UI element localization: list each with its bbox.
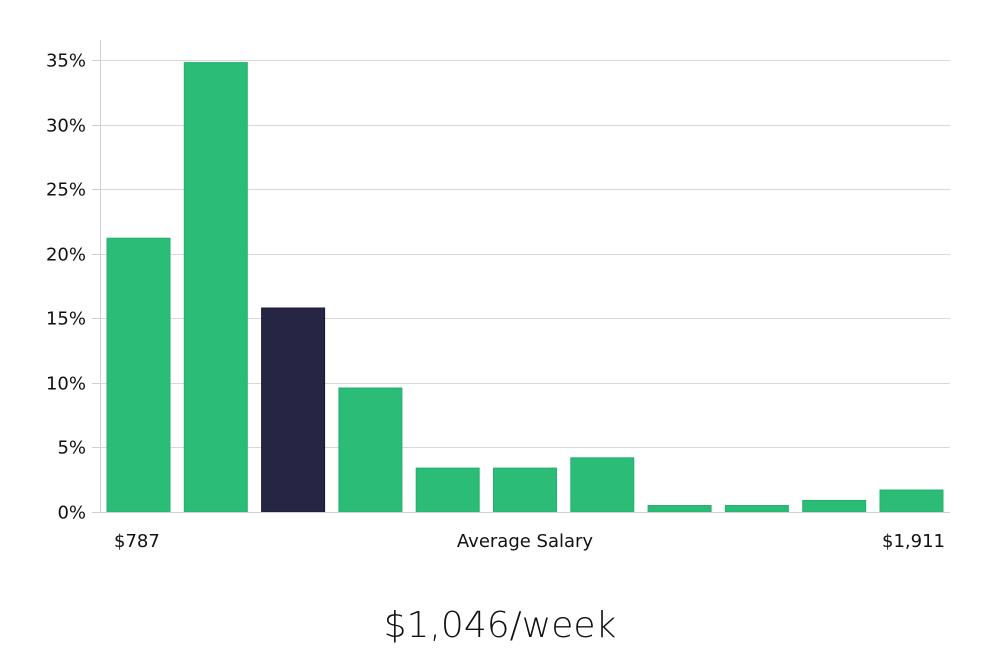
- x-axis-title: Average Salary: [457, 531, 594, 552]
- average-salary-value: $1,046/week: [0, 606, 1000, 646]
- y-tick-label: 10%: [46, 374, 86, 395]
- bar: [184, 63, 247, 512]
- bar: [416, 468, 479, 512]
- bar: [339, 388, 402, 512]
- y-tick-label: 0%: [57, 503, 86, 524]
- bar: [648, 506, 711, 513]
- x-min-label: $787: [114, 531, 160, 552]
- bar: [107, 238, 170, 512]
- bar: [880, 490, 943, 512]
- salary-distribution-chart: 0% 5% 10% 15% 20% 25% 30% 35% $787 Average Salary…: [0, 0, 1000, 570]
- bar: [571, 458, 634, 512]
- x-max-label: $1,911: [882, 531, 945, 552]
- y-tick-label: 30%: [46, 116, 86, 137]
- y-tick-label: 5%: [57, 438, 86, 459]
- y-tick-label: 35%: [46, 51, 86, 72]
- highlighted-bar: [262, 308, 325, 512]
- bar: [725, 506, 788, 513]
- y-tick-label: 15%: [46, 309, 86, 330]
- bars: [107, 63, 943, 512]
- bar: [494, 468, 557, 512]
- bar: [803, 500, 866, 512]
- y-tick-label: 20%: [46, 245, 86, 266]
- y-tick-label: 25%: [46, 180, 86, 201]
